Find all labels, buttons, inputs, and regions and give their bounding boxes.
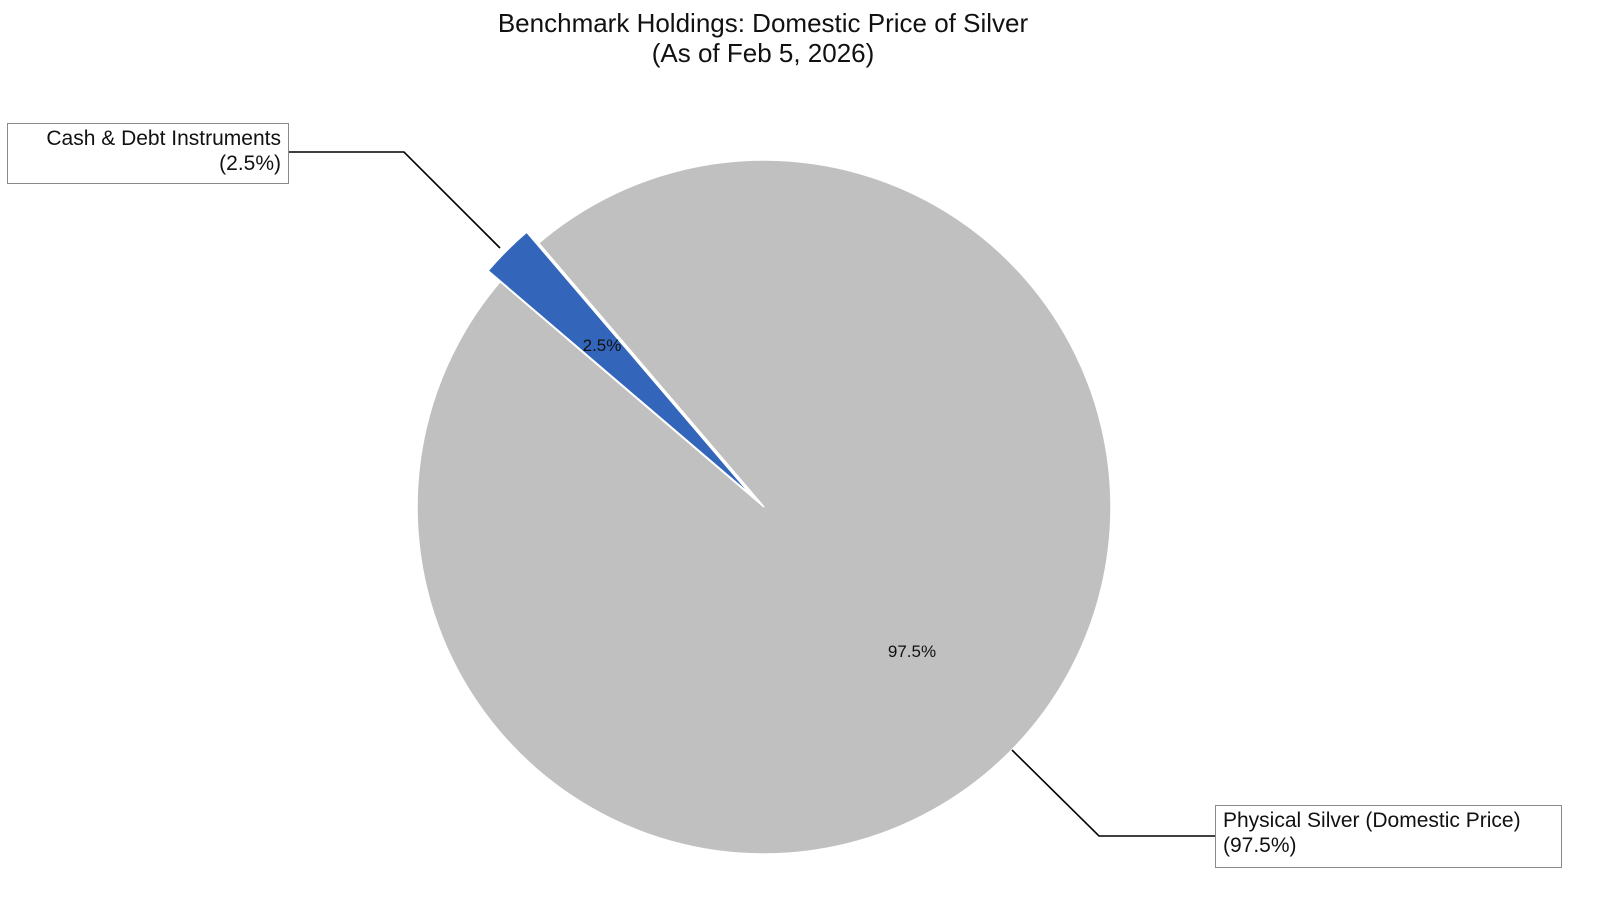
leader-line-cash-debt (289, 151, 501, 249)
slice-label-physical-silver: 97.5% (887, 642, 937, 661)
callout-physical-silver-name: Physical Silver (Domestic Price) (1223, 809, 1521, 832)
callout-cash-debt-name: Cash & Debt Instruments (46, 127, 281, 150)
leader-line-physical-silver (1011, 749, 1215, 837)
slice-physical-silver (416, 159, 1112, 855)
chart-title: Benchmark Holdings: Domestic Price of Si… (0, 8, 1526, 68)
chart-title-line2: (As of Feb 5, 2026) (651, 38, 875, 68)
callout-physical-silver-pct: (97.5%) (1223, 834, 1297, 857)
callout-cash-debt: Cash & Debt Instruments (2.5%) (7, 123, 289, 184)
chart-title-line1: Benchmark Holdings: Domestic Price of Si… (497, 8, 1029, 38)
callout-physical-silver: Physical Silver (Domestic Price) (97.5%) (1215, 805, 1562, 868)
callout-cash-debt-pct: (2.5%) (219, 152, 281, 175)
slice-cash-debt (487, 231, 753, 497)
slice-label-cash-debt: 2.5% (582, 336, 622, 355)
